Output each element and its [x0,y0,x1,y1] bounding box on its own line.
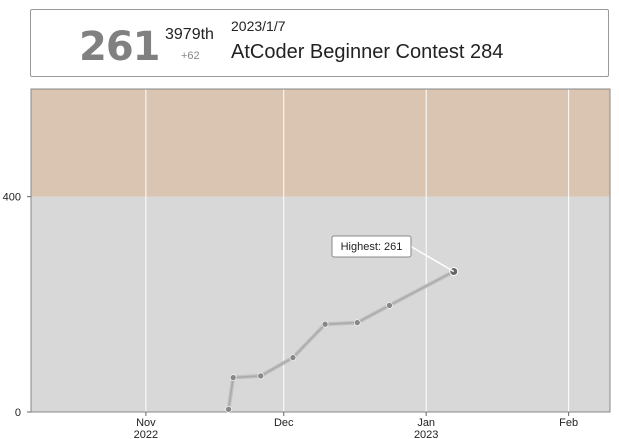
annotation-box [331,235,412,258]
plot-border [30,88,611,413]
rating-point [321,320,329,328]
x-tick-label: Jan [417,417,435,429]
annotation-label: Highest: 261 [341,241,403,253]
rating-point [289,354,297,361]
x-tick-year-label: 2023 [414,429,438,439]
rating-delta: +62 [181,50,200,62]
rating-point [229,374,237,381]
rating-bands [31,89,610,412]
x-tick-label: Dec [274,417,294,429]
rating-line-group [226,269,455,410]
current-rating: 261 [79,24,160,70]
contest-rank: 3979th [165,26,214,43]
x-tick-label: Nov [136,417,156,429]
y-tick-label: 0 [15,407,21,419]
rating-band-1 [31,89,610,197]
rating-line [227,270,455,410]
contest-date: 2023/1/7 [231,18,286,34]
grid-lines [145,89,570,412]
rating-point [386,302,393,309]
rating-points [225,266,459,413]
rating-point [225,406,232,413]
y-tick-label: 400 [3,192,21,204]
x-tick-year-label: 2022 [134,429,158,439]
x-tick-label: Feb [559,417,578,429]
contest-status-box: 261 3979th +62 2023/1/7 AtCoder Beginner… [30,9,609,77]
contest-name[interactable]: AtCoder Beginner Contest 284 [231,41,504,63]
rating-point [257,372,265,380]
rating-point [353,319,361,326]
highest-annotation: Highest: 261 [331,235,455,273]
annotation-leader-line [410,245,455,273]
rating-band-0 [31,196,610,412]
